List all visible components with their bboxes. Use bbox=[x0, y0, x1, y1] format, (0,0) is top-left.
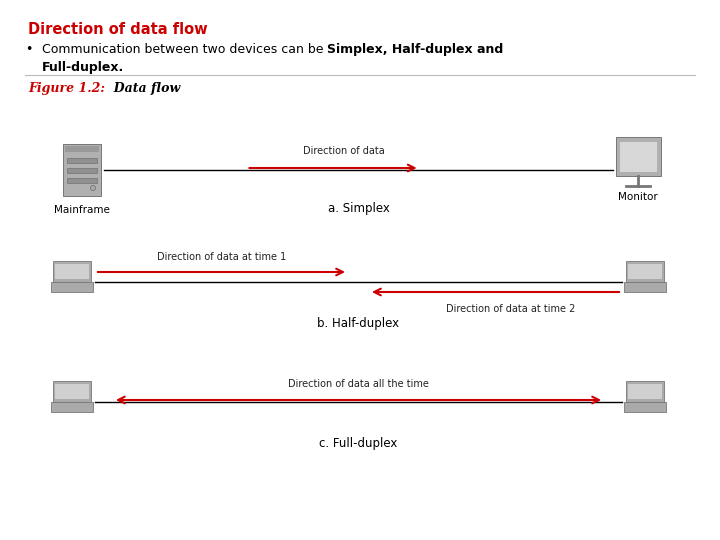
Bar bbox=[619, 141, 657, 172]
Text: Direction of data at time 2: Direction of data at time 2 bbox=[446, 304, 575, 314]
Text: Mainframe: Mainframe bbox=[54, 205, 110, 215]
Text: c. Full-duplex: c. Full-duplex bbox=[319, 437, 397, 450]
Bar bbox=[628, 383, 662, 399]
Bar bbox=[67, 178, 97, 183]
Bar bbox=[624, 281, 666, 292]
Text: Direction of data all the time: Direction of data all the time bbox=[288, 379, 429, 389]
Bar bbox=[53, 381, 91, 402]
Bar bbox=[51, 281, 93, 292]
Bar bbox=[626, 261, 665, 281]
Text: Full-duplex.: Full-duplex. bbox=[42, 61, 125, 74]
Bar bbox=[628, 264, 662, 279]
Text: Figure 1.2:: Figure 1.2: bbox=[28, 82, 105, 95]
Bar bbox=[51, 402, 93, 412]
Text: Direction of data: Direction of data bbox=[302, 146, 384, 156]
Bar bbox=[626, 381, 665, 402]
Bar bbox=[65, 146, 99, 152]
Text: Communication between two devices can be: Communication between two devices can be bbox=[42, 43, 328, 56]
Text: •: • bbox=[25, 43, 32, 56]
Text: a. Simplex: a. Simplex bbox=[328, 202, 390, 215]
Bar bbox=[55, 264, 89, 279]
Text: Direction of data flow: Direction of data flow bbox=[28, 22, 207, 37]
Bar bbox=[53, 261, 91, 281]
Text: Simplex, Half-duplex and: Simplex, Half-duplex and bbox=[327, 43, 503, 56]
Circle shape bbox=[91, 186, 96, 191]
Bar bbox=[624, 402, 666, 412]
Bar bbox=[63, 144, 101, 196]
Bar bbox=[616, 138, 660, 176]
Text: Direction of data at time 1: Direction of data at time 1 bbox=[157, 252, 286, 262]
Text: Monitor: Monitor bbox=[618, 192, 658, 202]
Bar bbox=[67, 168, 97, 173]
Bar bbox=[67, 158, 97, 163]
Text: Data flow: Data flow bbox=[105, 82, 180, 95]
Bar bbox=[55, 383, 89, 399]
Text: b. Half-duplex: b. Half-duplex bbox=[318, 317, 400, 330]
